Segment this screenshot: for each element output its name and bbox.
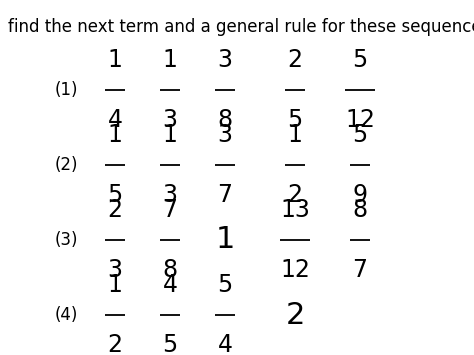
Text: find the next term and a general rule for these sequences: find the next term and a general rule fo… (8, 18, 474, 36)
Text: 2: 2 (108, 198, 122, 222)
Text: 1: 1 (108, 273, 122, 297)
Text: 2: 2 (288, 183, 302, 207)
Text: 1: 1 (108, 123, 122, 147)
Text: 3: 3 (218, 48, 233, 72)
Text: 3: 3 (163, 108, 177, 132)
Text: 1: 1 (288, 123, 302, 147)
Text: 5: 5 (352, 48, 368, 72)
Text: 4: 4 (108, 108, 122, 132)
Text: 1: 1 (215, 225, 235, 255)
Text: (1): (1) (55, 81, 79, 99)
Text: 5: 5 (108, 183, 123, 207)
Text: 2: 2 (285, 300, 305, 329)
Text: 3: 3 (218, 123, 233, 147)
Text: 1: 1 (108, 48, 122, 72)
Text: 7: 7 (218, 183, 233, 207)
Text: 2: 2 (288, 48, 302, 72)
Text: 8: 8 (218, 108, 233, 132)
Text: 12: 12 (345, 108, 375, 132)
Text: 13: 13 (280, 198, 310, 222)
Text: 5: 5 (163, 333, 178, 355)
Text: 8: 8 (353, 198, 367, 222)
Text: (4): (4) (55, 306, 78, 324)
Text: 4: 4 (163, 273, 177, 297)
Text: 3: 3 (163, 183, 177, 207)
Text: 5: 5 (218, 273, 233, 297)
Text: (3): (3) (55, 231, 79, 249)
Text: 8: 8 (163, 258, 178, 282)
Text: 7: 7 (163, 198, 177, 222)
Text: 9: 9 (353, 183, 367, 207)
Text: 1: 1 (163, 48, 177, 72)
Text: 4: 4 (218, 333, 233, 355)
Text: 1: 1 (163, 123, 177, 147)
Text: 7: 7 (353, 258, 367, 282)
Text: (2): (2) (55, 156, 79, 174)
Text: 3: 3 (108, 258, 122, 282)
Text: 5: 5 (352, 123, 368, 147)
Text: 12: 12 (280, 258, 310, 282)
Text: 2: 2 (108, 333, 122, 355)
Text: 5: 5 (287, 108, 302, 132)
